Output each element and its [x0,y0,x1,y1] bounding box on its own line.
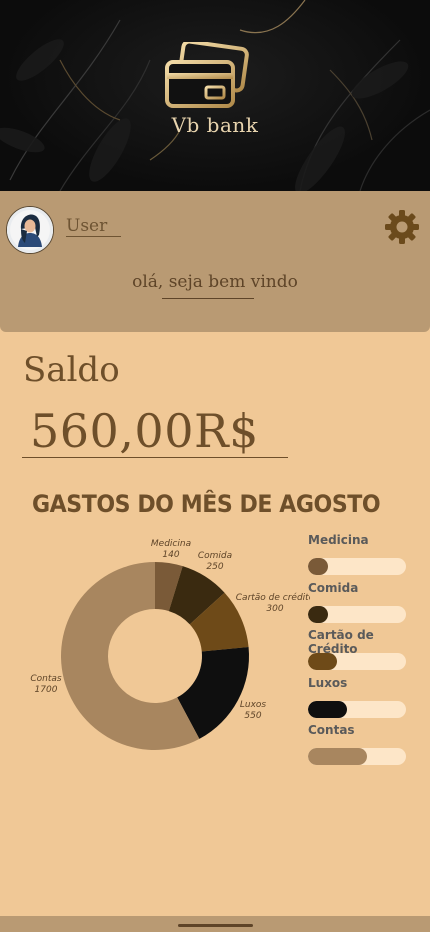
category-progress-fill [308,748,367,765]
user-photo-icon [7,207,53,253]
category-progress-bar [308,653,406,670]
category-list: Medicina Comida Cartão de Crédito Luxos Cont… [308,533,418,771]
category-progress-fill [308,558,328,575]
balance-underline [22,457,288,458]
category-item[interactable]: Comida [308,581,418,629]
avatar[interactable] [6,206,54,254]
slice-label: Medicina [151,539,191,549]
category-progress-bar [308,700,406,718]
category-item[interactable]: Luxos [308,676,418,724]
slice-value: 140 [162,550,179,560]
category-name: Cartão de Crédito [308,628,374,656]
donut-slice-luxos [177,646,249,739]
balance-label: Saldo [23,350,120,390]
username[interactable]: User [66,216,122,237]
credit-cards-icon [165,42,249,108]
gear-icon[interactable] [384,209,420,245]
category-name: Contas [308,723,355,737]
slice-value: 1700 [35,685,58,695]
category-progress-bar [308,558,406,575]
category-progress-fill [308,605,328,623]
category-item[interactable]: Cartão de Crédito [308,628,418,676]
profile-panel [0,191,430,332]
category-name: Comida [308,580,359,595]
leaf-background [0,0,430,191]
slice-value: 300 [266,604,283,614]
slice-value: 250 [206,562,223,572]
balance-value: 560,00R$ [30,404,259,458]
home-indicator[interactable] [178,924,253,927]
category-progress-fill [308,700,348,718]
welcome-underline [162,298,254,299]
donut-slice-comida [168,566,225,625]
spending-title: GASTOS DO MÊS DE AGOSTO [32,490,381,518]
slice-label: Comida [198,551,232,561]
category-progress-bar [308,605,406,623]
slice-label: Contas [30,674,62,684]
donut-slice-medicina [155,562,183,612]
category-progress-bar [308,748,406,765]
header-banner: Vb bank [0,0,430,191]
category-item[interactable]: Medicina [308,533,418,581]
brand-name: Vb bank [171,113,259,137]
donut-slice-contas [60,562,200,750]
slice-value: 550 [244,711,261,721]
category-name: Medicina [308,533,369,547]
slice-label: Luxos [240,700,267,710]
donut-slice-cart-o-de-cr-dito [189,592,249,652]
slice-label: Cartão de crédito [236,592,310,603]
category-progress-fill [308,653,338,670]
category-item[interactable]: Contas [308,723,418,771]
welcome-message: olá, seja bem vindo [132,272,298,292]
category-name: Luxos [308,675,348,690]
